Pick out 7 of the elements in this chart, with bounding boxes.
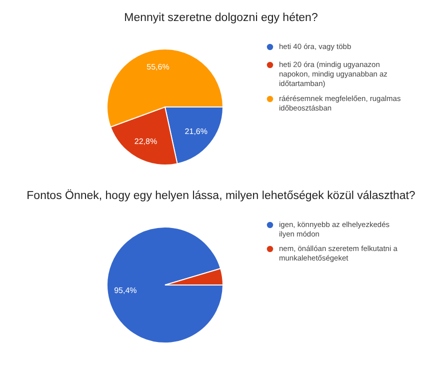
chart-title: Mennyit szeretne dolgozni egy héten? (123, 11, 319, 24)
data-label: 55,6% (146, 62, 170, 72)
data-label: 21,6% (184, 127, 208, 136)
data-label: 95,4% (114, 286, 137, 295)
pie-slice (106, 226, 224, 344)
chart-title: Fontos Önnek, hogy egy helyen lássa, milyen lehetőségek közül választhat? (26, 188, 416, 202)
data-label: 22,8% (134, 137, 158, 146)
